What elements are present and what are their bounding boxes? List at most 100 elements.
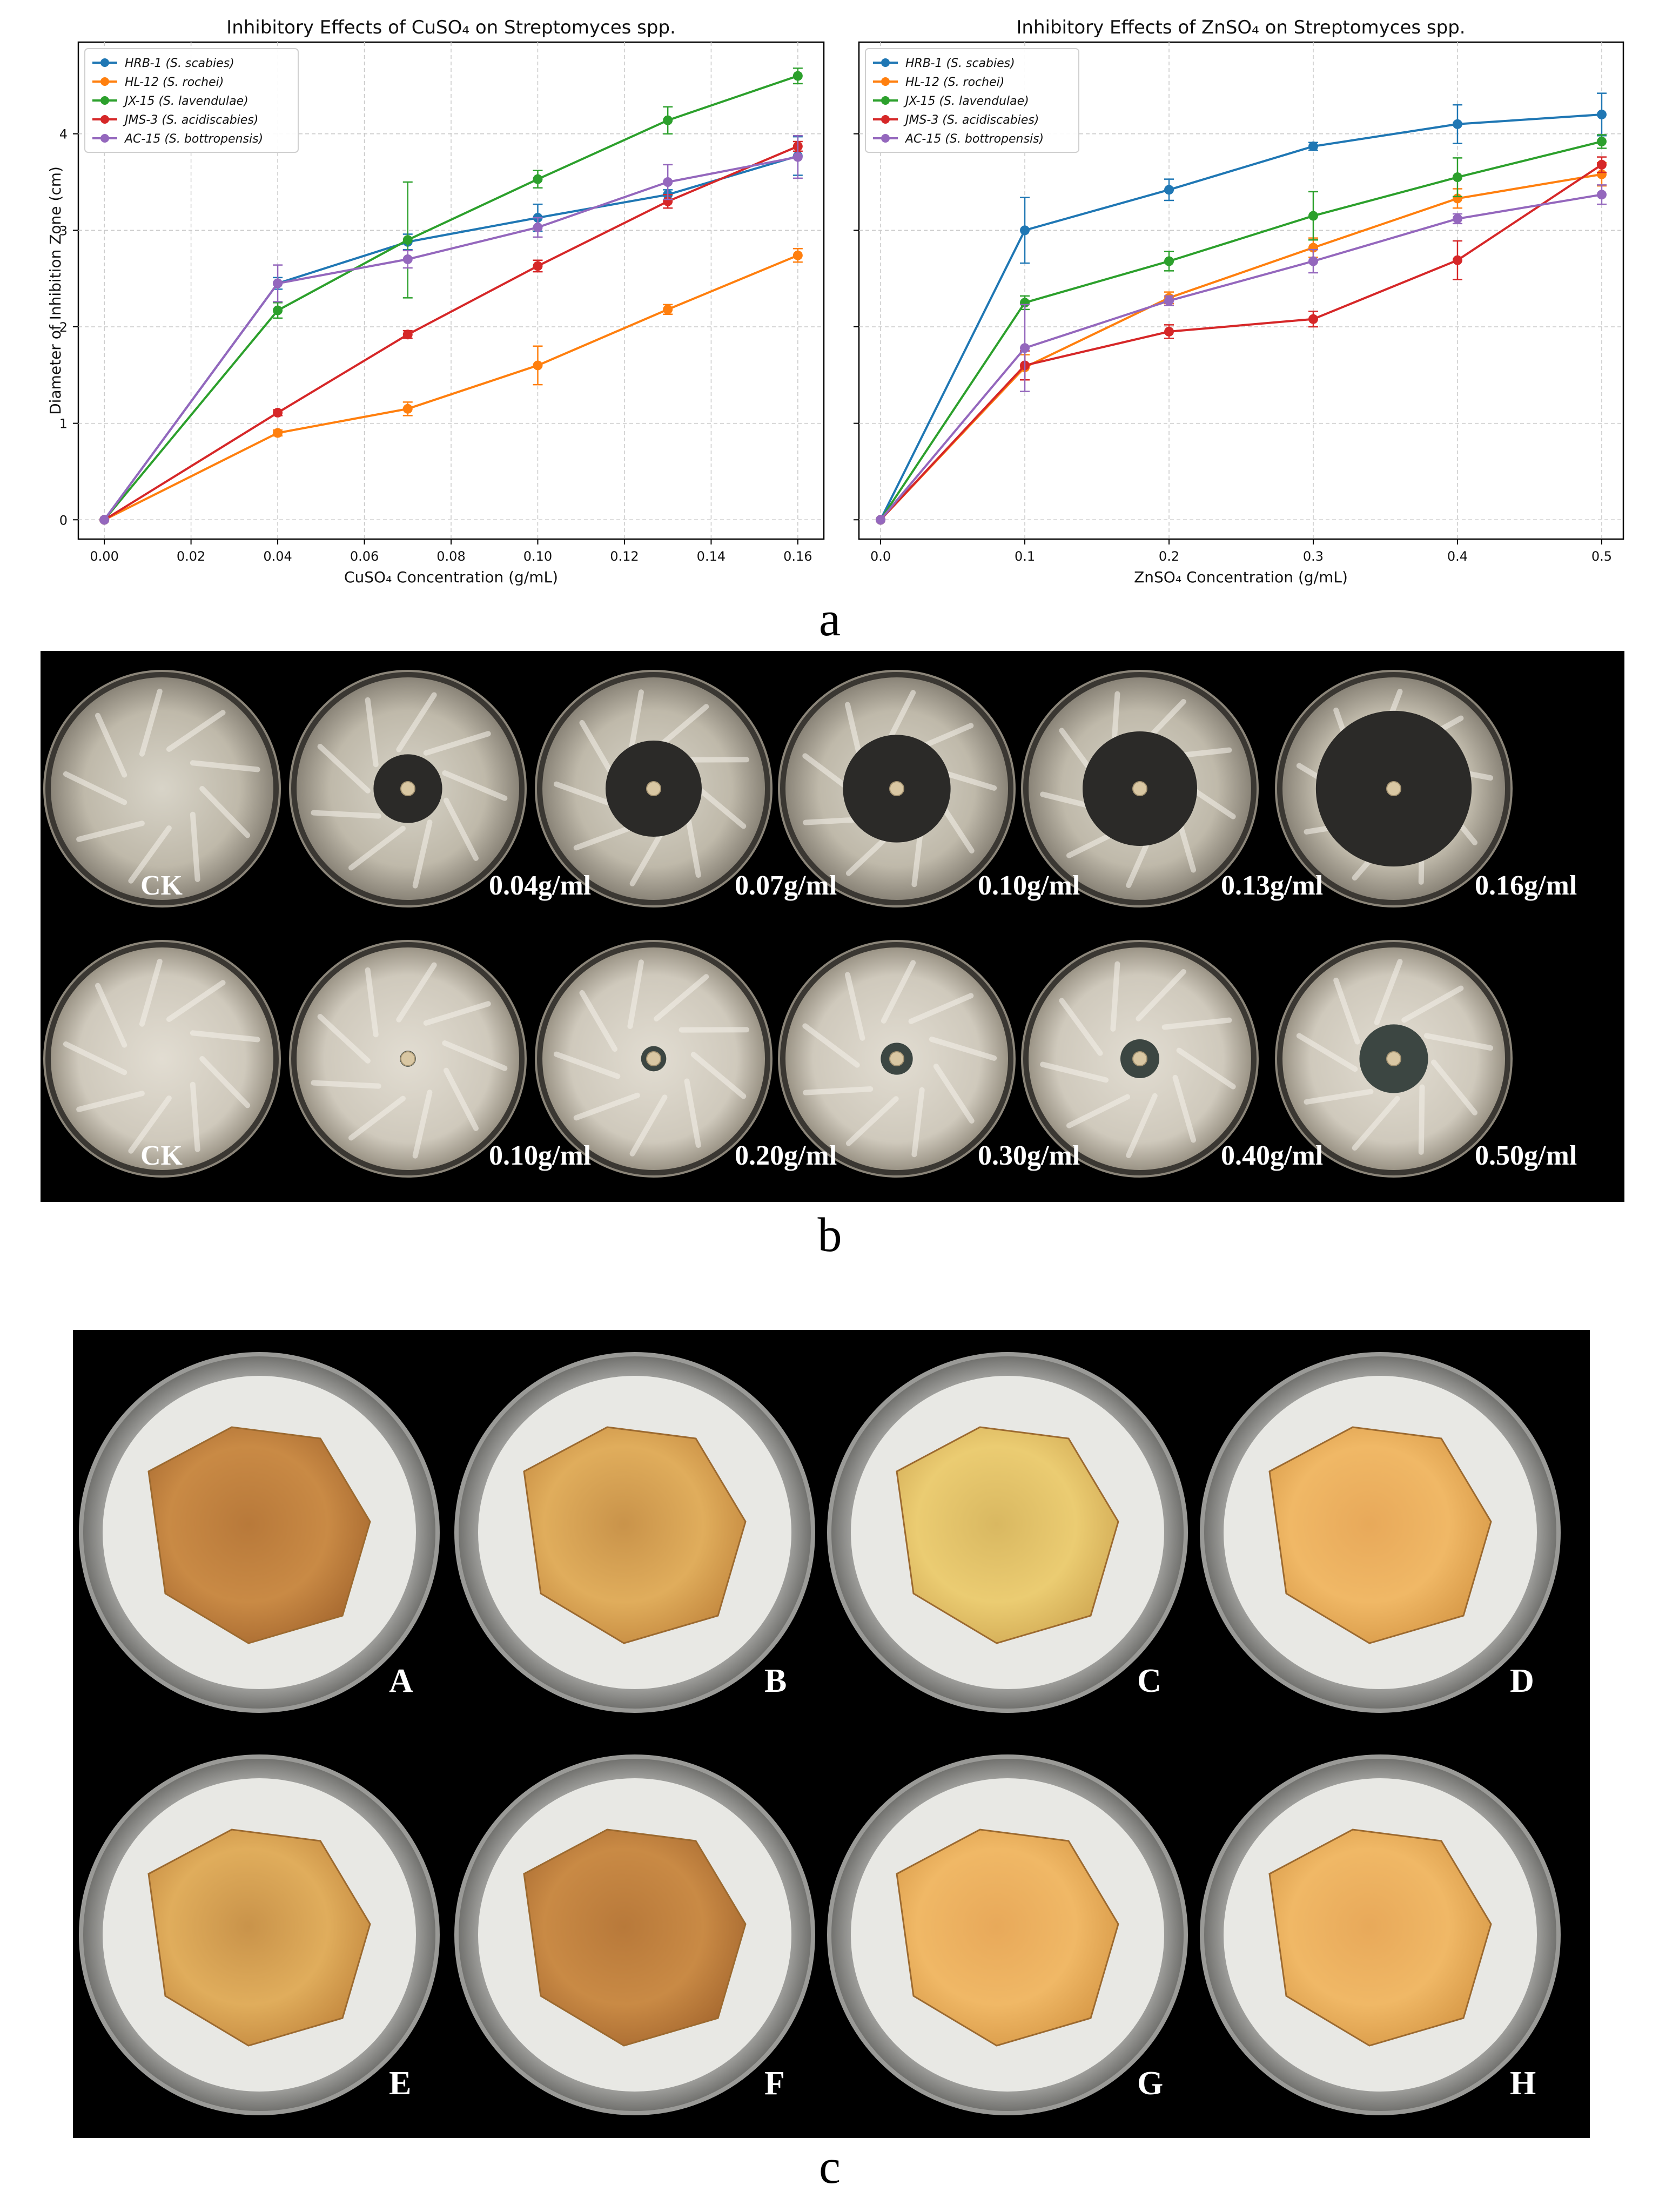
data-point [1164, 326, 1174, 337]
y-tick-label: 4 [59, 127, 68, 142]
legend-entry: HL-12 (S. rochei) [905, 76, 1004, 89]
znso4-series [876, 92, 1607, 525]
plate-streak [579, 720, 618, 782]
legend-entry: JMS-3 (S. acidiscabies) [903, 113, 1039, 127]
legend-entry: JMS-3 (S. acidiscabies) [123, 113, 258, 127]
potato-label: A [389, 1663, 413, 1699]
plate-streak [199, 1056, 251, 1108]
x-tick-label: 0.06 [350, 549, 379, 564]
plate-streak [190, 1030, 260, 1043]
data-point [533, 174, 543, 184]
x-tick-label: 0.2 [1159, 549, 1179, 564]
plate-streak [412, 819, 433, 889]
legend-entry: JX-15 (S. lavendulae) [903, 95, 1029, 108]
x-tick-label: 0.1 [1015, 549, 1035, 564]
plate-streak [95, 983, 127, 1048]
line-charts: 0.00 0.02 0.04 0.06 0.08 0.10 0.12 0.14 0.160123… [46, 17, 1624, 586]
data-point [1164, 295, 1174, 306]
panel-label-c: c [819, 2140, 841, 2194]
plate-streak [412, 1090, 433, 1159]
legend-swatch-marker [881, 115, 890, 124]
plate-streak [1066, 1094, 1131, 1128]
plate-streak [311, 810, 381, 819]
plate-streak [690, 1052, 747, 1099]
potato-slice [147, 1426, 371, 1644]
plate-streak [654, 704, 709, 751]
series-line [104, 254, 798, 521]
filter-disc [400, 781, 415, 796]
data-point [1308, 256, 1318, 266]
filter-disc [1132, 781, 1147, 796]
data-point [792, 152, 803, 162]
plate-streak [881, 960, 916, 1024]
legend-swatch-marker [100, 96, 109, 105]
data-point [1164, 256, 1174, 266]
legend-swatch-marker [100, 58, 109, 67]
cuso4-plate [1021, 670, 1259, 907]
data-point [402, 254, 413, 264]
data-point [533, 360, 543, 371]
x-tick-label: 0.14 [697, 549, 726, 564]
plate-streak [317, 1014, 371, 1064]
plate-streak [1040, 1061, 1109, 1083]
data-point [876, 515, 886, 525]
data-point [1452, 255, 1462, 265]
data-point [402, 330, 413, 340]
data-point [273, 407, 283, 418]
plate-streak [1304, 1088, 1374, 1105]
plate-drawing [43, 670, 1513, 1178]
filter-disc [889, 781, 904, 796]
plate-streak [1296, 1033, 1358, 1072]
znso4-plate [1275, 940, 1513, 1178]
plate-streak [442, 1040, 508, 1071]
plate-streak [933, 1064, 975, 1124]
plate-streak [317, 744, 371, 794]
legend-swatch-marker [881, 77, 890, 86]
data-point [533, 222, 543, 232]
x-tick-label: 0.16 [783, 549, 812, 564]
legend-swatch-marker [881, 58, 890, 67]
data-point [1020, 225, 1030, 236]
potato-dish [827, 1754, 1188, 2115]
data-point [1308, 211, 1318, 221]
znso4-chart: 0.0 0.1 0.2 0.3 0.4 0.5 Inhibitory Effects of… [854, 17, 1624, 586]
series-line [103, 156, 798, 521]
x-tick-label: 0.3 [1303, 549, 1324, 564]
znso4-ticks: 0.0 0.1 0.2 0.3 0.4 0.5 [854, 133, 1612, 564]
cuso4-plate [43, 670, 281, 907]
data-point [99, 515, 110, 525]
potato-slice [523, 1828, 747, 2047]
legend-entry: AC-15 (S. bottropensis) [904, 132, 1044, 146]
legend-swatch-marker [881, 134, 890, 143]
plate-streak [423, 731, 491, 756]
plate-streak [76, 821, 145, 842]
potato-label: C [1137, 1663, 1161, 1699]
plate-streak [573, 1092, 640, 1121]
plate-streak [844, 972, 865, 1041]
series-line [879, 193, 1602, 521]
data-point [1596, 137, 1607, 146]
cuso4-ticks: 0.00 0.02 0.04 0.06 0.08 0.10 0.12 0.14 0.16 0 1 2 3… [59, 127, 812, 564]
plate-streak [908, 993, 974, 1024]
data-point [1308, 141, 1318, 151]
potato-label: G [1137, 2065, 1164, 2102]
legend-frame [84, 48, 299, 153]
znso4-plate [1021, 940, 1259, 1178]
potato-dish [1200, 1352, 1561, 1713]
znso4-plate [43, 940, 281, 1178]
legend-swatch-marker [100, 134, 109, 143]
filter-disc [400, 1051, 415, 1066]
data-point [1452, 119, 1462, 129]
x-tick-label: 0.0 [870, 549, 891, 564]
x-tick-label: 0.04 [263, 549, 292, 564]
plate-streak [365, 697, 379, 768]
data-point [402, 404, 413, 414]
znso4-chart-title: Inhibitory Effects of ZnSO₄ on Streptomy… [1016, 17, 1465, 38]
filter-disc [1386, 1051, 1401, 1066]
plate-photo: CK 0.04g/ml 0.07g/ml 0.10g/ml 0.13g/ml 0.16g/… [41, 651, 1624, 1202]
plate-streak [654, 974, 709, 1021]
plate-streak [139, 688, 163, 757]
series-line [103, 75, 798, 521]
cuso4-plate-label: CK [140, 870, 183, 901]
series-line [879, 140, 1602, 521]
